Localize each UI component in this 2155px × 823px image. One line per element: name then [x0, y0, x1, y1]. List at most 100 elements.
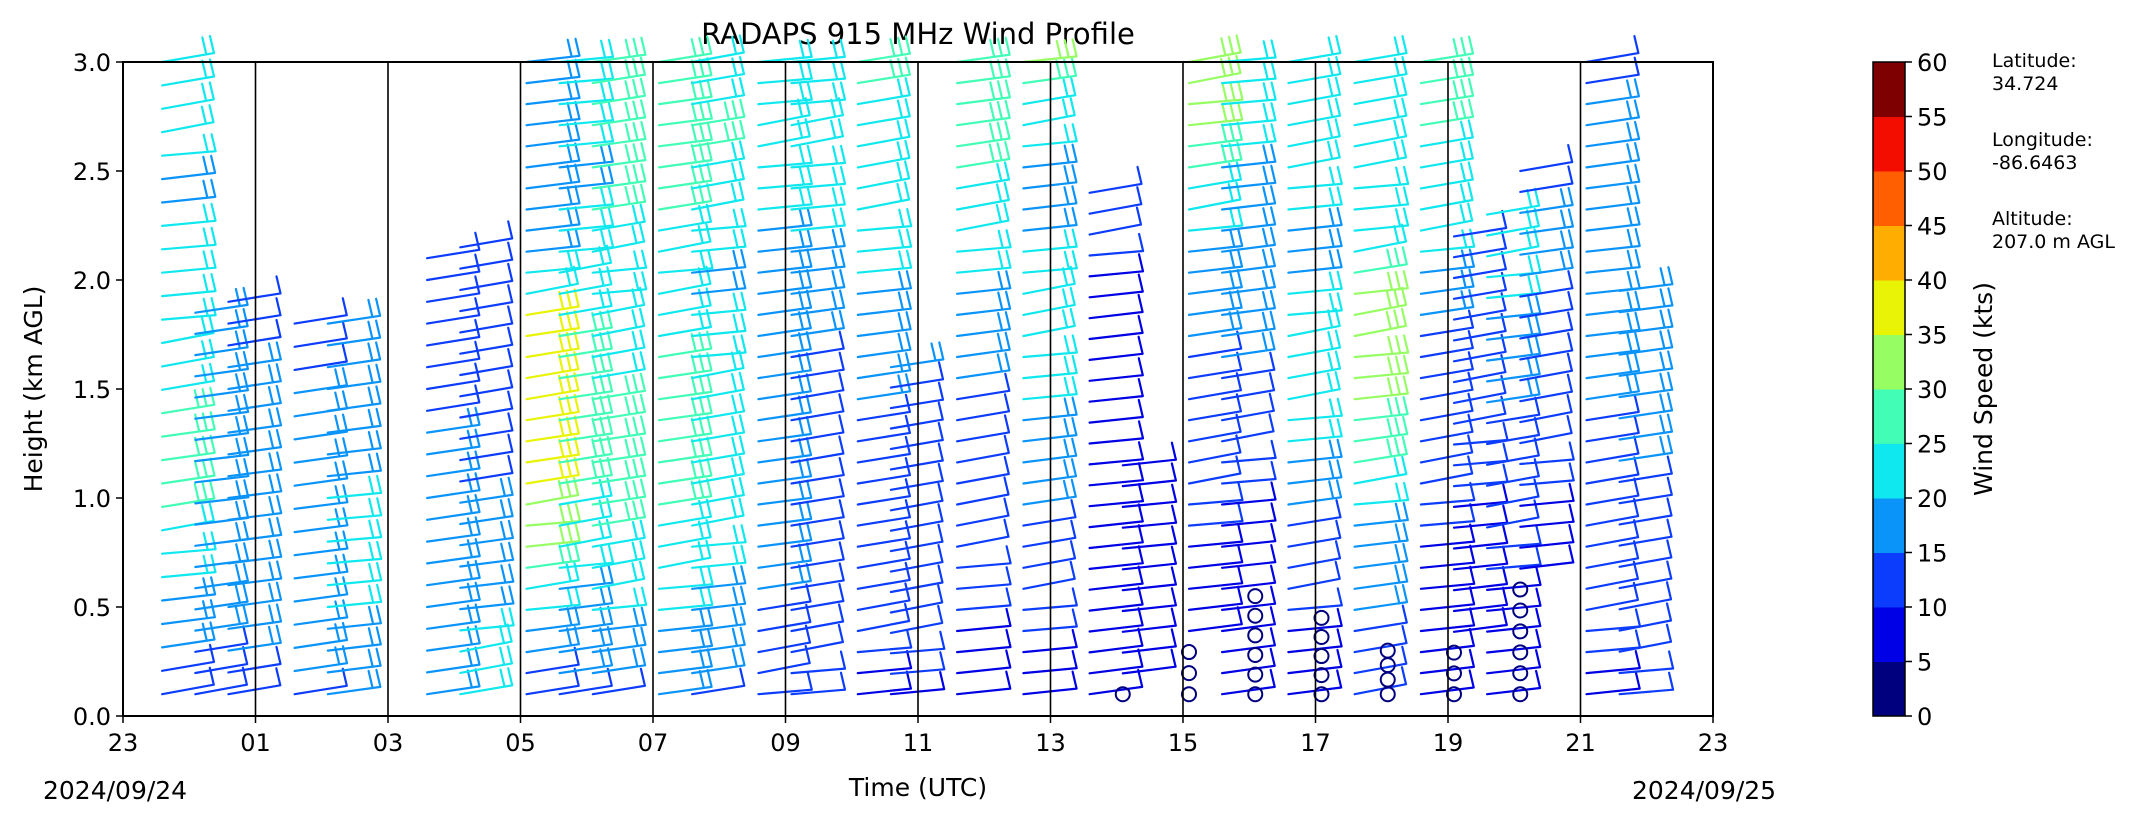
wind-barb — [1088, 186, 1143, 215]
wind-barb — [459, 348, 514, 377]
wind-barb — [1452, 421, 1509, 446]
wind-barb — [326, 341, 382, 369]
wind-barb — [856, 311, 912, 338]
wind-barb — [790, 289, 846, 316]
wind-barb — [161, 58, 216, 87]
wind-barb — [326, 363, 382, 391]
wind-barb — [657, 352, 713, 380]
wind-barb — [1088, 253, 1145, 278]
wind-barb — [889, 401, 944, 430]
wind-barb — [1121, 441, 1177, 467]
wind-barb — [426, 362, 481, 391]
wind-barb — [1187, 585, 1244, 611]
wind-barb — [856, 629, 913, 654]
wind-barb — [525, 206, 581, 232]
wind-barb — [293, 320, 348, 348]
wind-barb — [1486, 396, 1541, 425]
wind-barb — [1221, 523, 1277, 548]
wind-barb — [1452, 586, 1509, 613]
wind-barb — [459, 563, 515, 589]
wind-barb — [459, 498, 514, 526]
wind-barb — [657, 607, 714, 633]
wind-barb — [1022, 97, 1076, 127]
wind-barb — [1221, 102, 1277, 127]
wind-barb — [956, 607, 1012, 633]
wind-barb — [558, 544, 615, 569]
wind-barb — [856, 249, 913, 274]
wind-barb — [657, 183, 713, 211]
wind-barb — [326, 319, 382, 347]
wind-barb — [1088, 420, 1145, 445]
x-tick-label: 09 — [770, 729, 801, 757]
wind-barb — [525, 523, 581, 548]
wind-barb — [525, 227, 581, 253]
wind-barb — [1221, 81, 1277, 106]
wind-barb — [856, 650, 913, 675]
wind-barb — [757, 373, 812, 401]
wind-barb — [1585, 670, 1641, 696]
wind-barb — [161, 104, 215, 134]
wind-barb — [1088, 483, 1145, 508]
wind-barb — [161, 338, 215, 368]
wind-barb — [1618, 434, 1674, 462]
calm-wind-marker — [1512, 623, 1529, 640]
colorbar-segment — [1873, 607, 1905, 662]
wind-barb — [1519, 441, 1575, 466]
y-tick-label: 1.5 — [73, 376, 111, 404]
wind-barb — [1353, 481, 1410, 506]
wind-barb — [956, 434, 1010, 464]
calm-wind-marker — [1313, 686, 1330, 703]
wind-profile-column — [1379, 642, 1396, 703]
wind-barb — [691, 435, 746, 464]
y-axis-label: Height (km AGL) — [19, 286, 48, 493]
wind-barb — [1221, 206, 1277, 232]
wind-barb — [1452, 504, 1509, 529]
wind-barb — [525, 163, 581, 190]
wind-barb — [691, 160, 745, 190]
wind-barb — [1187, 606, 1243, 633]
wind-barb — [657, 330, 713, 359]
wind-barb — [525, 477, 580, 506]
wind-barb — [1353, 584, 1409, 611]
colorbar-tick-label: 10 — [1917, 594, 1948, 622]
wind-barb — [459, 454, 514, 483]
longitude-value: -86.6463 — [1992, 152, 2078, 174]
wind-barb — [1187, 101, 1244, 127]
wind-barb — [1221, 164, 1277, 190]
wind-barb — [525, 626, 580, 654]
wind-barb — [1022, 519, 1077, 548]
wind-barb — [591, 415, 647, 443]
colorbar-tick-label: 45 — [1917, 213, 1948, 241]
calm-wind-marker — [1512, 581, 1529, 598]
wind-barb — [525, 436, 580, 464]
wind-profile-column — [1313, 609, 1330, 703]
wind-barb — [227, 275, 282, 303]
wind-barb — [856, 290, 912, 316]
wind-barb — [525, 606, 581, 633]
wind-barb — [1419, 330, 1474, 359]
wind-barb — [790, 582, 845, 611]
wind-barb — [1187, 269, 1243, 295]
wind-barb — [790, 207, 846, 232]
wind-barb — [1353, 522, 1409, 548]
wind-barb — [591, 478, 647, 506]
wind-barb — [591, 499, 646, 527]
y-tick-label: 0.5 — [73, 594, 111, 622]
wind-barb — [591, 120, 647, 148]
wind-barb — [459, 667, 514, 696]
wind-barb — [956, 628, 1012, 654]
wind-barb — [1221, 460, 1277, 485]
wind-barb — [956, 311, 1011, 338]
wind-barb — [1419, 140, 1474, 169]
wind-barb — [691, 181, 745, 211]
wind-barb — [194, 625, 249, 653]
wind-barb — [1022, 286, 1076, 316]
wind-barb — [956, 161, 1011, 190]
wind-barb — [1519, 208, 1574, 235]
wind-barb — [790, 227, 846, 253]
wind-barb — [1088, 648, 1144, 675]
wind-barb — [691, 291, 747, 316]
wind-barb — [558, 186, 615, 211]
wind-barb — [1486, 376, 1541, 404]
wind-profile-column — [691, 34, 747, 696]
